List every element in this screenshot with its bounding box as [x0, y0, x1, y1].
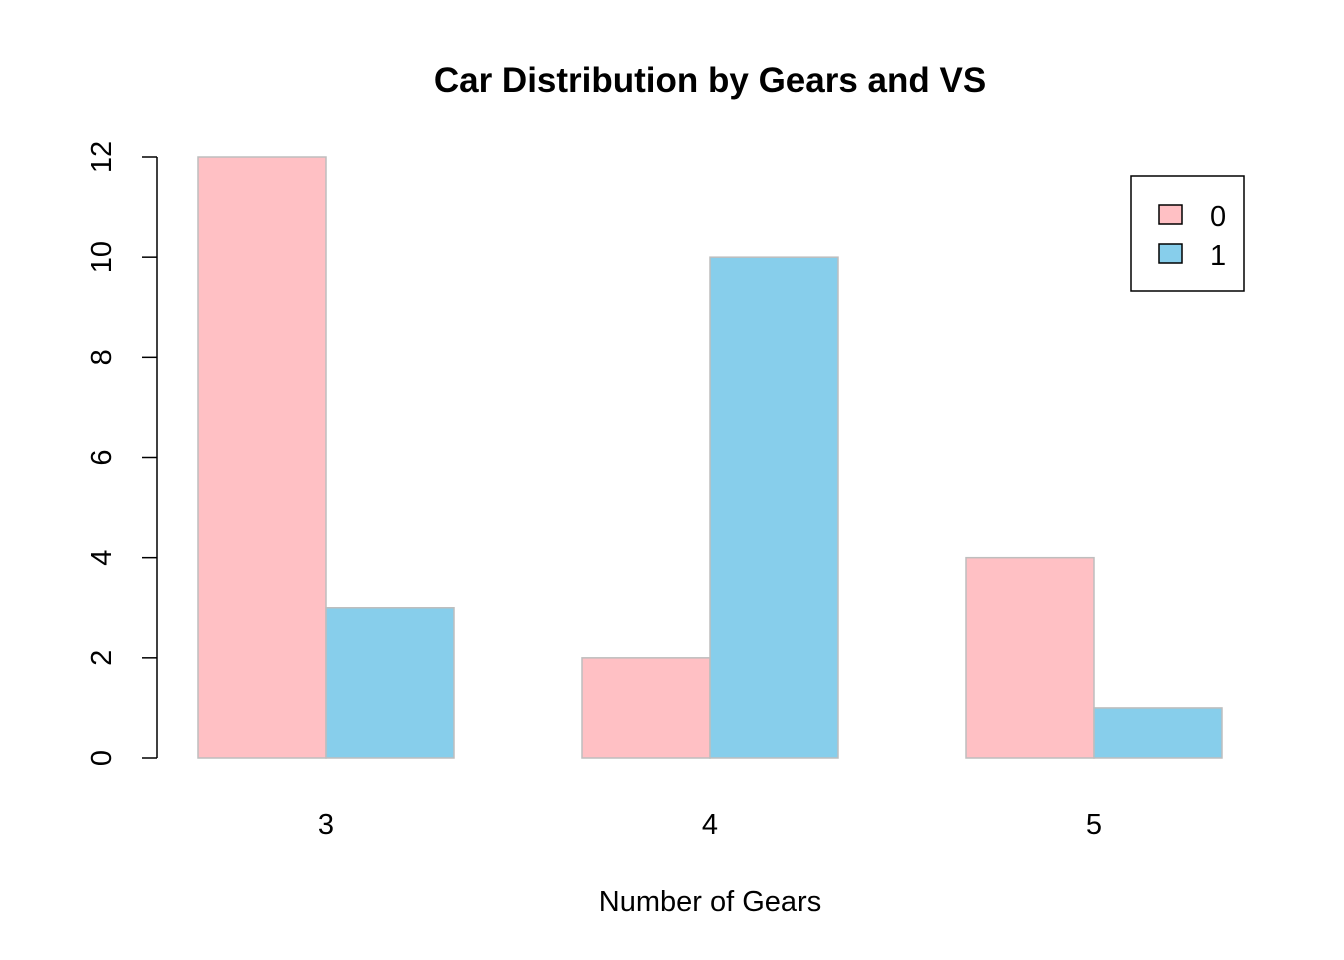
legend-label-1: 1 [1210, 240, 1226, 272]
x-tick-label-5: 5 [1086, 809, 1102, 841]
bar-series-0-gear-3 [197, 156, 327, 759]
x-axis-title: Number of Gears [599, 886, 821, 918]
x-tick-label-3: 3 [318, 809, 334, 841]
x-axis-labels: 3 4 5 [318, 809, 1102, 841]
bar-series-1-gear-5 [1093, 707, 1223, 759]
bar-series-0-gear-4 [581, 657, 711, 759]
chart-title: Car Distribution by Gears and VS [434, 61, 986, 100]
y-tick-label-4: 4 [86, 550, 118, 566]
x-tick-label-4: 4 [702, 809, 718, 841]
bars-layer [197, 156, 1223, 759]
bar-series-0-gear-5 [965, 556, 1095, 759]
legend-swatch-1 [1158, 243, 1183, 264]
y-tick-label-8: 8 [86, 349, 118, 365]
legend: 01 [1130, 175, 1245, 292]
y-tick-label-10: 10 [86, 241, 118, 273]
legend-swatch-0 [1158, 204, 1183, 225]
y-axis: 0 2 4 6 8 10 12 [86, 141, 158, 766]
bar-series-1-gear-3 [325, 607, 455, 759]
bar-series-1-gear-4 [709, 256, 839, 759]
legend-label-0: 0 [1210, 201, 1226, 233]
y-tick-label-12: 12 [86, 141, 118, 173]
y-tick-label-0: 0 [86, 750, 118, 766]
y-tick-label-6: 6 [86, 449, 118, 465]
y-tick-label-2: 2 [86, 650, 118, 666]
legend-box [1130, 175, 1245, 292]
